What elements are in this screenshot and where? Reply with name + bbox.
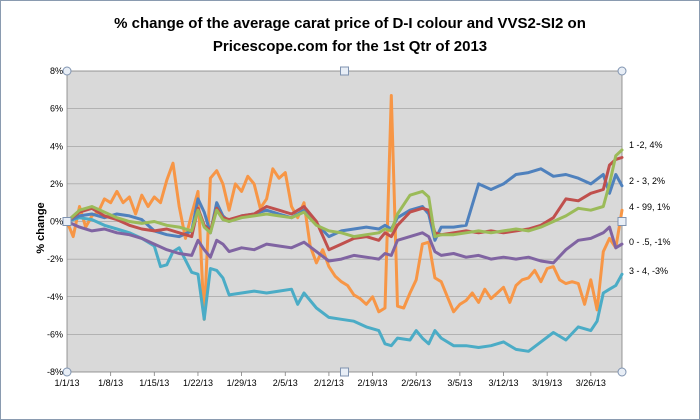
x-tick-label: 2/19/13 — [358, 378, 388, 388]
y-tick-label: 2% — [50, 179, 63, 189]
x-tick-label: 3/26/13 — [576, 378, 606, 388]
y-axis-title: % change — [35, 202, 47, 253]
y-tick-label: 8% — [50, 66, 63, 76]
x-tick-label: 1/1/13 — [54, 378, 79, 388]
x-tick-label: 1/15/13 — [139, 378, 169, 388]
series-lines — [65, 94, 624, 353]
y-tick-label: -2% — [47, 254, 63, 264]
resize-handle-corner[interactable] — [617, 367, 627, 377]
resize-handle-corner[interactable] — [62, 66, 72, 76]
resize-handle-edge[interactable] — [340, 66, 349, 76]
series-line-3 — [65, 220, 624, 265]
legend: 1 -2, 4% 2 - 3, 2% 4 - 99, 1% 0 - .5, -1% 3 … — [629, 140, 671, 276]
y-tick-label: 4% — [50, 141, 63, 151]
selection-handles[interactable] — [62, 66, 627, 377]
series-line-1 — [65, 156, 624, 252]
legend-entry-4: 3 - 4, -3% — [629, 266, 668, 276]
series-line-2 — [65, 148, 624, 239]
legend-entry-3: 0 - .5, -1% — [629, 237, 671, 247]
x-axis: 1/1/13 1/8/13 1/15/13 1/22/13 1/29/13 2/5/13 2… — [54, 372, 606, 388]
x-tick-label: 1/8/13 — [98, 378, 123, 388]
x-tick-label: 2/26/13 — [401, 378, 431, 388]
chart-title: % change of the average carat price of D… — [0, 12, 700, 58]
chart-title-line2: Pricescope.com for the 1st Qtr of 2013 — [212, 38, 488, 55]
y-tick-label: 6% — [50, 104, 63, 114]
x-tick-label: 3/12/13 — [489, 378, 519, 388]
x-tick-label: 2/5/13 — [273, 378, 298, 388]
y-tick-label: 0% — [50, 217, 63, 227]
x-tick-label: 3/19/13 — [532, 378, 562, 388]
y-tick-label: -6% — [47, 329, 63, 339]
legend-entry-2: 4 - 99, 1% — [629, 202, 670, 212]
x-tick-label: 2/12/13 — [314, 378, 344, 388]
x-tick-label: 3/5/13 — [447, 378, 472, 388]
chart-title-line1: % change of the average carat price of D… — [114, 15, 586, 32]
x-tick-label: 1/22/13 — [183, 378, 213, 388]
resize-handle-corner[interactable] — [617, 66, 627, 76]
legend-entry-1: 2 - 3, 2% — [629, 176, 665, 186]
y-tick-label: -4% — [47, 292, 63, 302]
series-line-0 — [65, 167, 624, 242]
x-tick-label: 1/29/13 — [227, 378, 257, 388]
series-line-4 — [65, 216, 624, 353]
resize-handle-edge[interactable] — [617, 217, 627, 226]
series-line-5 — [65, 94, 624, 321]
y-axis: 8% 6% 4% 2% 0% -2% -4% -6% -8% — [47, 66, 63, 377]
legend-entry-0: 1 -2, 4% — [629, 140, 663, 150]
y-tick-label: -8% — [47, 367, 63, 377]
resize-handle-edge[interactable] — [62, 217, 72, 226]
resize-handle-edge[interactable] — [340, 367, 349, 377]
resize-handle-corner[interactable] — [62, 367, 72, 377]
